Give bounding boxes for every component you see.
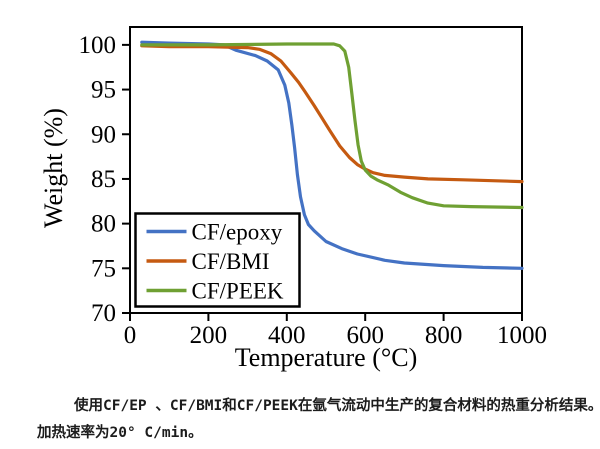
series-curve-cf-peek xyxy=(140,42,524,210)
legend-label: CF/PEEK xyxy=(192,279,284,304)
y-tick-label: 90 xyxy=(91,121,116,148)
y-axis-title: Weight (%) xyxy=(39,108,68,228)
legend-label: CF/epoxy xyxy=(192,220,283,245)
y-tick-label: 70 xyxy=(91,300,116,327)
x-tick-label: 600 xyxy=(346,322,384,349)
x-tick-label: 800 xyxy=(425,322,463,349)
series-curve-cf-epoxy xyxy=(140,40,524,270)
series-curve-cf-bmi xyxy=(140,44,524,184)
x-tick-label: 1000 xyxy=(497,322,547,349)
y-tick-label: 100 xyxy=(79,32,117,59)
y-tick-label: 75 xyxy=(91,255,116,282)
figure-caption-line-2: 加热速率为20° C/min。 xyxy=(37,425,203,441)
plot-border xyxy=(129,26,523,314)
x-axis-title: Temperature (°C) xyxy=(235,343,418,372)
y-tick-label: 85 xyxy=(91,166,116,193)
y-tick-label: 80 xyxy=(91,211,116,238)
tga-chart: 0 200 400 600 800 1000 70 75 80 85 90 95 100 Temperat… xyxy=(39,26,547,372)
x-tick-label: 400 xyxy=(268,322,306,349)
x-tick-label: 200 xyxy=(190,322,228,349)
figure-caption-line-1: 使用CF/EP 、CF/BMI和CF/PEEK在氩气流动中生产的复合材料的热重分… xyxy=(74,398,600,414)
y-tick-label: 95 xyxy=(91,77,116,104)
x-tick-label: 0 xyxy=(124,322,137,349)
legend-label: CF/BMI xyxy=(192,249,270,274)
